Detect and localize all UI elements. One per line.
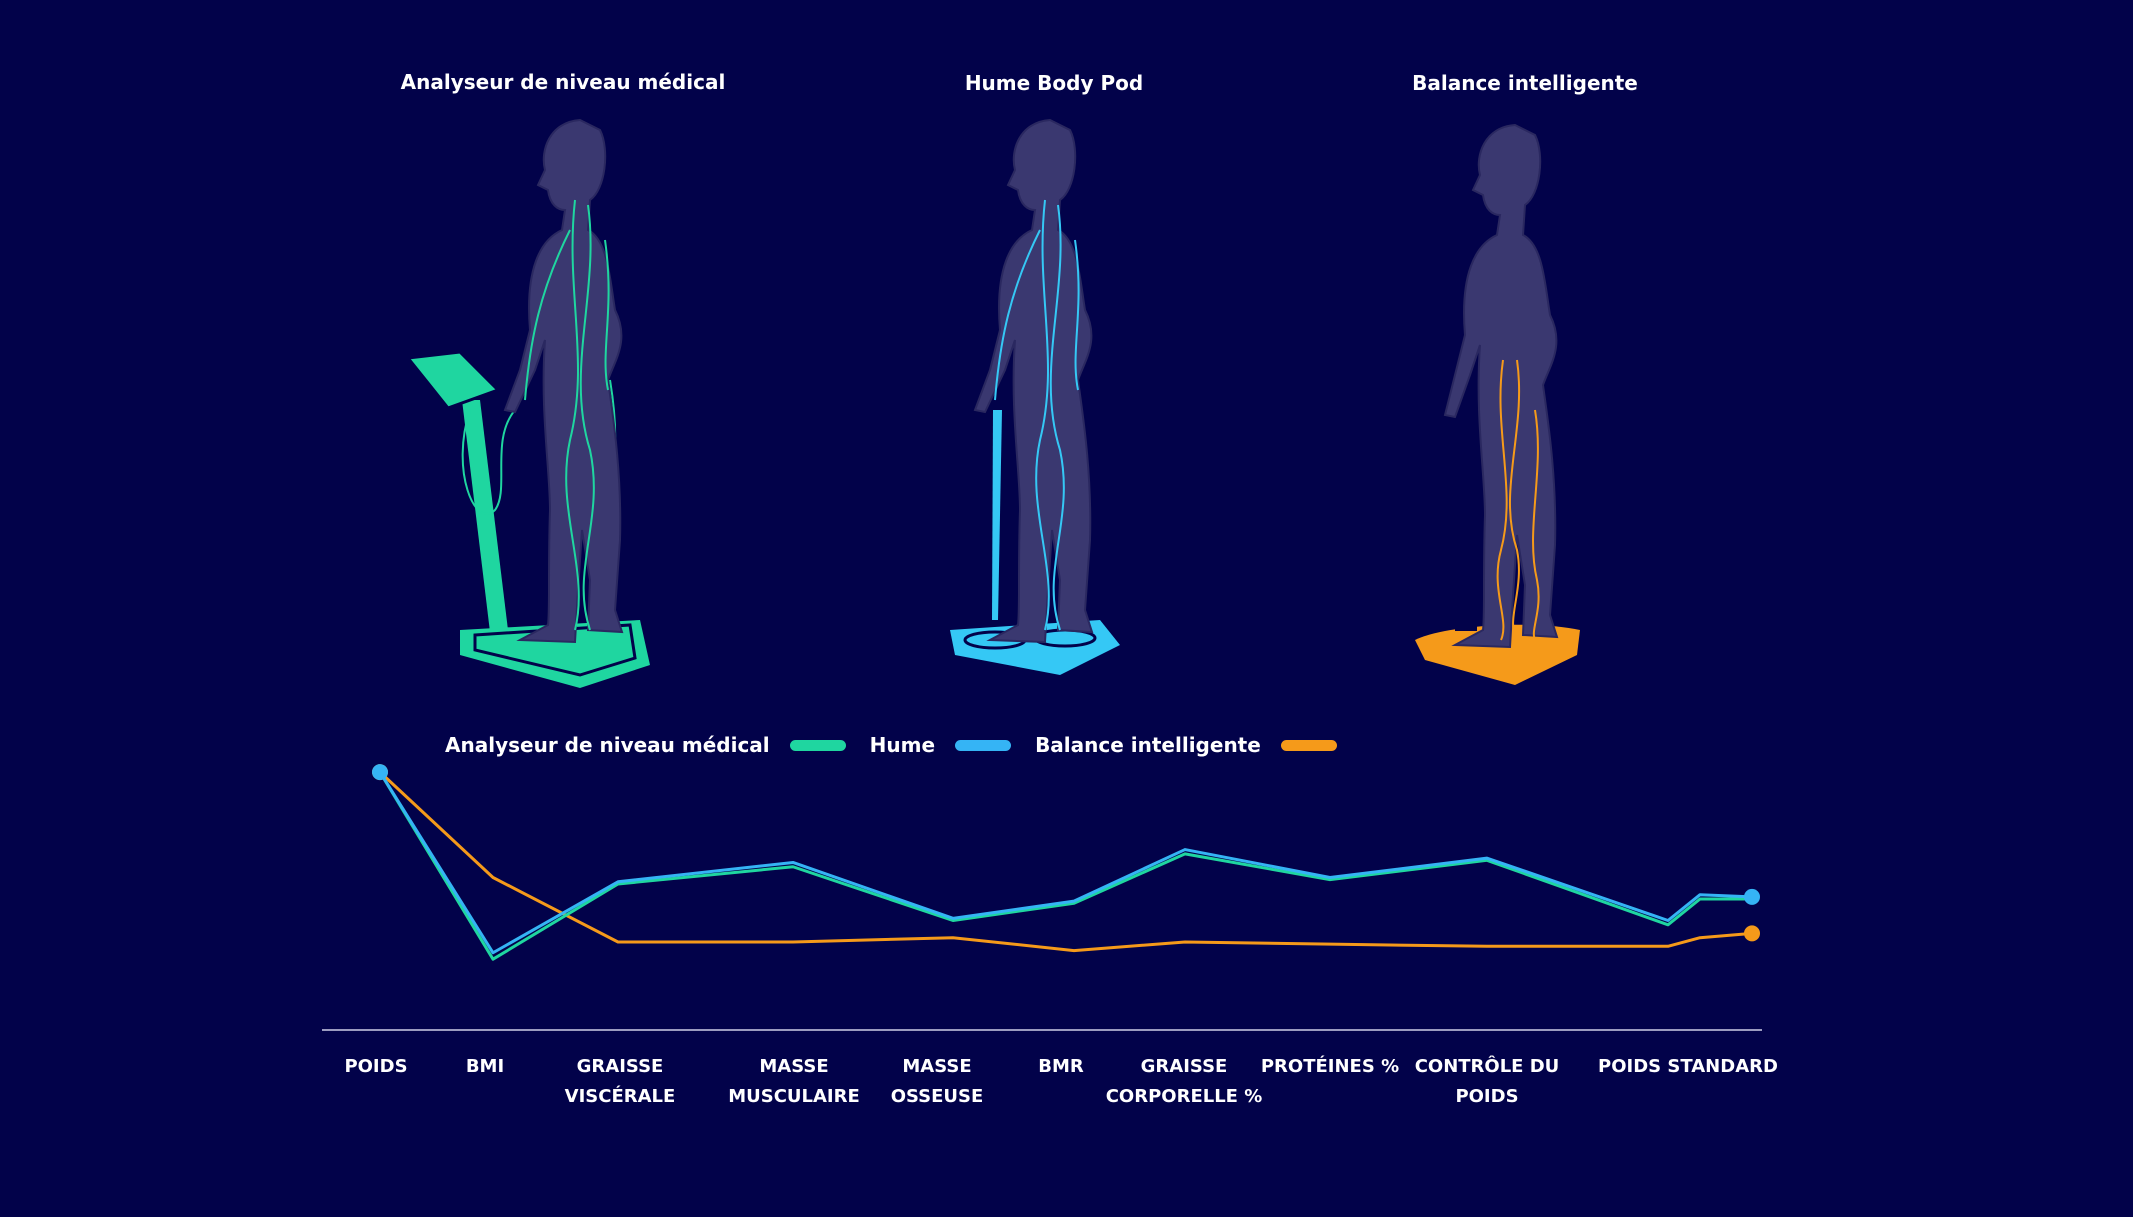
x-tick-label-7: PROTÉINES % (1260, 1056, 1400, 1077)
x-tick-label-9: POIDS STANDARD (1598, 1056, 1778, 1077)
device-title-scale: Balance intelligente (1412, 71, 1638, 95)
legend-item-medical: Analyseur de niveau médical (445, 733, 846, 757)
x-tick-label-2: GRAISSE VISCÉRALE (564, 1056, 676, 1107)
x-tick-label-8: CONTRÔLE DU POIDS (1414, 1056, 1560, 1107)
x-tick-label-4: MASSE OSSEUSE (890, 1056, 984, 1107)
medical-analyzer-illustration (405, 118, 650, 688)
legend-swatch-hume (955, 739, 1012, 751)
legend-item-scale: Balance intelligente (1035, 733, 1337, 757)
hume-body-pod-illustration (950, 118, 1120, 675)
data-point-2-11 (1744, 925, 1760, 942)
x-tick-label-3: MASSE MUSCULAIRE (728, 1056, 860, 1107)
x-tick-label-5: BMR (1038, 1056, 1084, 1077)
legend-label-scale: Balance intelligente (1035, 733, 1261, 757)
x-tick-label-6: GRAISSE CORPORELLE % (1105, 1056, 1263, 1107)
legend-swatch-scale (1280, 739, 1337, 751)
legend-item-hume: Hume (869, 733, 1012, 757)
legend-label-hume: Hume (869, 733, 936, 757)
device-title-hume: Hume Body Pod (964, 71, 1144, 95)
data-point-1-11 (1744, 888, 1760, 905)
device-title-medical: Analyseur de niveau médical (400, 70, 726, 94)
series-line-0 (378, 771, 1752, 961)
smart-scale-illustration (1415, 123, 1580, 685)
chart-legend: Analyseur de niveau médical Hume Balance… (445, 733, 1361, 757)
legend-label-medical: Analyseur de niveau médical (445, 733, 770, 757)
x-tick-label-1: BMI (465, 1056, 505, 1077)
data-point-1-0 (372, 764, 388, 781)
series-line-2 (378, 771, 1753, 953)
x-tick-label-0: POIDS (344, 1056, 408, 1077)
legend-swatch-medical (789, 739, 846, 751)
series-line-1 (378, 771, 1753, 955)
